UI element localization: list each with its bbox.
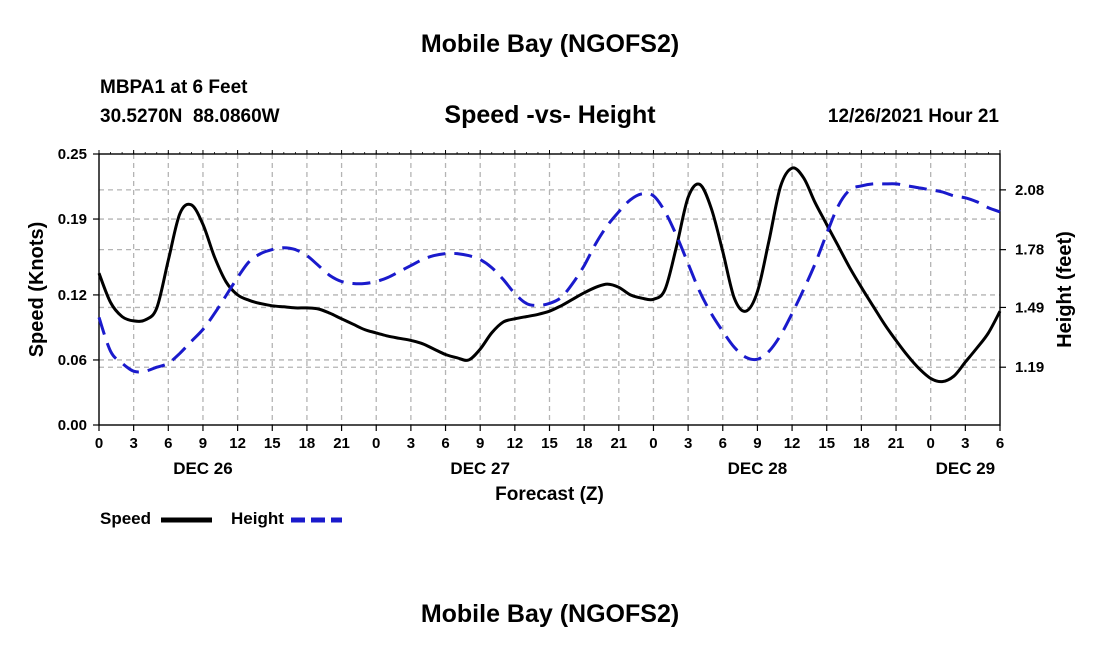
footer-title: Mobile Bay (NGOFS2) [420, 600, 680, 628]
x-tick-label: 18 [299, 435, 316, 452]
x-tick-label: 3 [684, 435, 692, 452]
y-tick-label: 0.06 [58, 352, 87, 369]
x-tick-label: 15 [541, 435, 558, 452]
datetime-label: 12/26/2021 Hour 21 [827, 106, 999, 127]
x-tick-label: 15 [264, 435, 281, 452]
chart-title: Speed -vs- Height [444, 101, 656, 129]
x-tick-label: 21 [610, 435, 627, 452]
y-tick-label: 0.00 [58, 417, 87, 434]
y-tick-label: 0.19 [58, 211, 87, 228]
x-tick-label: 3 [407, 435, 415, 452]
x-tick-label: 21 [333, 435, 350, 452]
x-tick-label: 0 [927, 435, 935, 452]
coordinates-label: 30.5270N 88.0860W [100, 106, 280, 127]
x-tick-label: 9 [753, 435, 761, 452]
x-tick-label: 12 [229, 435, 246, 452]
x-tick-label: 9 [476, 435, 484, 452]
y-axis-label: Speed (Knots) [26, 222, 48, 358]
x-tick-label: 6 [164, 435, 172, 452]
x-tick-label: 15 [818, 435, 835, 452]
x-axis-label: Forecast (Z) [495, 484, 604, 505]
x-tick-label: 21 [888, 435, 905, 452]
y2-tick-label: 1.19 [1015, 359, 1044, 376]
x-tick-label: 0 [372, 435, 380, 452]
day-label: DEC 27 [450, 459, 510, 478]
y-tick-label: 0.12 [58, 287, 87, 304]
series-height-line [97, 182, 1001, 374]
x-tick-label: 6 [996, 435, 1004, 452]
y2-tick-label: 1.49 [1015, 299, 1044, 316]
x-tick-label: 12 [784, 435, 801, 452]
day-label: DEC 28 [728, 459, 788, 478]
day-label: DEC 29 [936, 459, 996, 478]
x-tick-label: 12 [507, 435, 524, 452]
legend-height-label: Height [231, 509, 284, 528]
y2-axis-label: Height (feet) [1054, 231, 1076, 348]
x-tick-label: 9 [199, 435, 207, 452]
station-label: MBPA1 at 6 Feet [100, 77, 248, 98]
series-speed-line [97, 166, 1002, 384]
x-tick-label: 3 [129, 435, 137, 452]
legend-speed-label: Speed [100, 509, 152, 528]
y2-tick-label: 2.08 [1015, 182, 1044, 199]
x-tick-label: 6 [441, 435, 449, 452]
x-tick-label: 18 [576, 435, 593, 452]
x-tick-label: 6 [719, 435, 727, 452]
x-tick-label: 3 [961, 435, 969, 452]
y-tick-label: 0.25 [58, 146, 87, 163]
page-title: Mobile Bay (NGOFS2) [420, 30, 680, 58]
x-tick-label: 0 [649, 435, 657, 452]
x-tick-label: 18 [853, 435, 870, 452]
x-tick-label: 0 [95, 435, 103, 452]
y2-tick-label: 1.78 [1015, 242, 1044, 259]
day-label: DEC 26 [173, 459, 233, 478]
